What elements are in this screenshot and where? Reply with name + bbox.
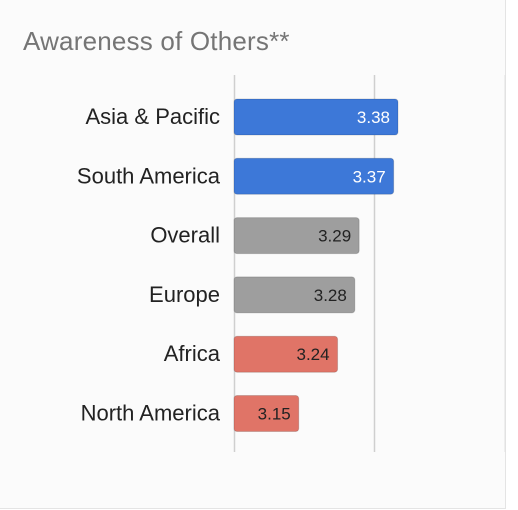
bar-5 [233, 335, 339, 373]
value-label: 3.24 [296, 345, 329, 364]
category-label: Overall [150, 223, 220, 248]
value-label: 3.38 [357, 108, 390, 127]
chart-title: Awareness of Others** [23, 26, 290, 56]
bar-2 [233, 157, 395, 195]
value-label: 3.28 [314, 286, 347, 305]
value-label: 3.15 [258, 405, 291, 424]
category-label: South America [77, 163, 221, 188]
category-label: Africa [164, 341, 221, 366]
bar-6 [233, 395, 300, 432]
bar-1 [233, 98, 399, 136]
category-label: North America [81, 401, 221, 426]
category-label: Asia & Pacific [86, 104, 221, 129]
bar-4 [233, 276, 356, 314]
value-label: 3.29 [318, 227, 351, 246]
value-label: 3.37 [353, 167, 386, 186]
category-label: Europe [149, 282, 220, 307]
bar-3 [233, 217, 360, 255]
